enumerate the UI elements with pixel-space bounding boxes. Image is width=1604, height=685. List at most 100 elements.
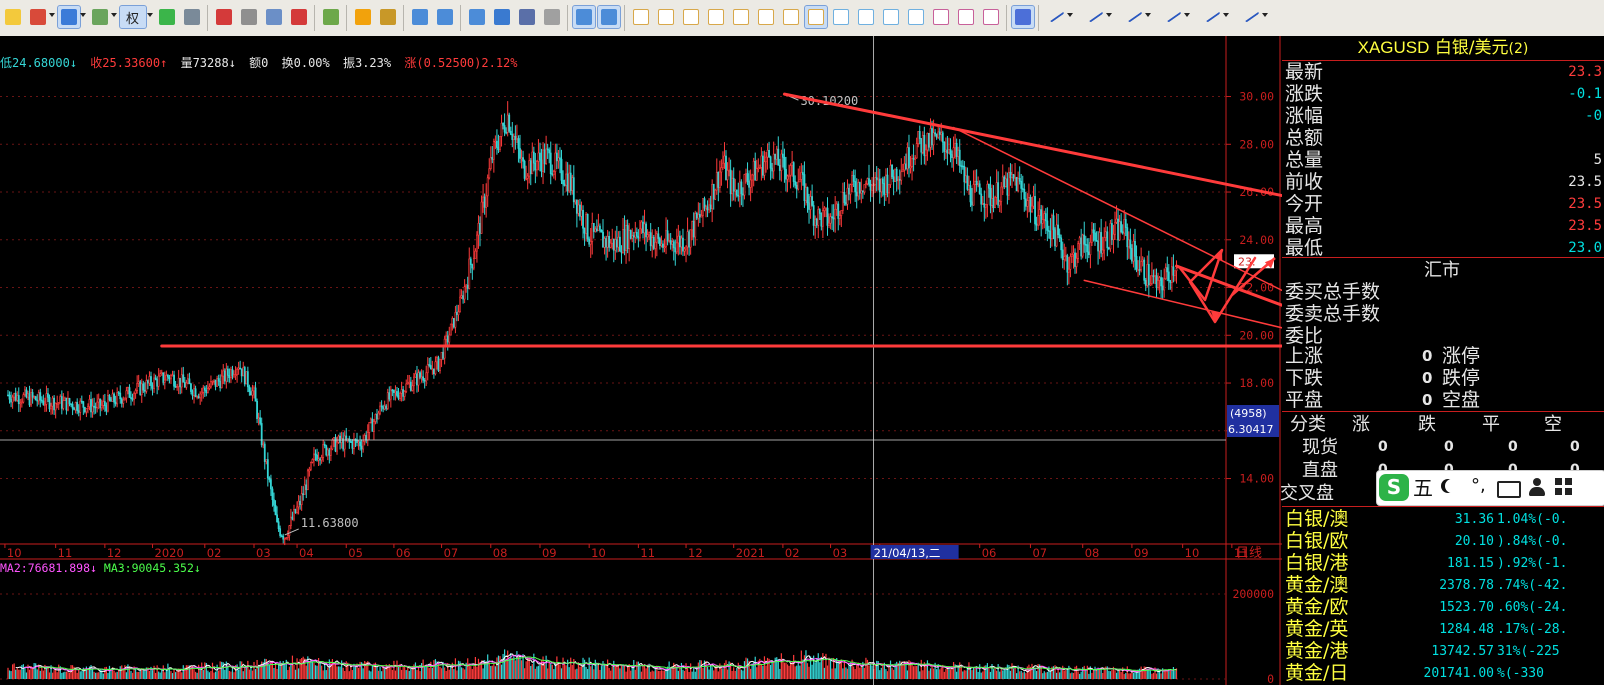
period-4hour-icon[interactable] [780,6,802,28]
candle-body [1028,197,1030,202]
related-quote-row[interactable]: 黄金/澳 2378.78.74%(-42. [1282,574,1604,597]
dropdown-arrow-icon[interactable] [1262,13,1268,17]
punctuation-icon[interactable]: °, [1471,475,1486,496]
period-nsec-icon[interactable] [980,6,1002,28]
volume-bar [381,671,383,679]
finance-icon[interactable] [320,6,342,28]
fan-tool-icon[interactable] [1161,5,1183,28]
candle-body [365,435,368,441]
screen-icon[interactable] [516,6,538,28]
skin-icon[interactable] [1555,478,1573,496]
period-1min-icon[interactable] [630,6,652,28]
zigzag-projection[interactable] [1179,248,1276,324]
volume-bar [591,663,593,679]
channel-tool-icon[interactable] [1239,5,1261,28]
alert-icon[interactable] [288,6,310,28]
price-chart[interactable]: 30.0028.0026.0024.0022.0020.0018.0016.00… [0,36,1604,685]
dropdown-arrow-icon[interactable] [1145,13,1151,17]
crosshair-icon[interactable] [57,5,81,29]
keyboard-icon[interactable] [1497,481,1521,498]
candle-body [742,193,744,196]
volume-bar [976,666,978,679]
related-quote-row[interactable]: 白银/欧 20.10).84%(-0. [1282,530,1604,553]
candle-body [579,204,581,217]
period-30min-icon[interactable] [705,6,727,28]
volume-bar [85,666,88,679]
warning-icon[interactable] [352,6,374,28]
quan-icon[interactable]: 权 [119,5,147,29]
period-nmin-icon[interactable] [955,6,977,28]
candle-body [289,516,292,526]
period-week-icon[interactable] [830,6,852,28]
sogou-logo-icon[interactable]: S [1379,474,1409,501]
folder-icon[interactable] [2,6,24,28]
dropdown-arrow-icon[interactable] [1106,13,1112,17]
candle-body [714,189,717,200]
chart-a-icon[interactable] [572,5,596,29]
user-icon[interactable] [1529,478,1545,496]
stock-remove-icon[interactable] [181,6,203,28]
dropdown-arrow-icon[interactable] [1184,13,1190,17]
line-tool-icon[interactable] [1044,5,1066,28]
candle-body [177,377,180,387]
dropdown-arrow-icon[interactable] [80,13,86,17]
period-nday-icon[interactable] [930,6,952,28]
settings-icon[interactable] [377,6,399,28]
related-quote-row[interactable]: 黄金/英 1284.48.17%(-28. [1282,618,1604,641]
period-5min-icon[interactable] [655,6,677,28]
volume-bar [1131,671,1133,679]
candle-body [456,312,458,316]
gann-tool-icon[interactable] [1200,5,1222,28]
related-quote-row[interactable]: 黄金/欧 1523.70.60%(-24. [1282,596,1604,619]
arrowhead [1211,311,1220,322]
volume-bar [814,662,816,679]
dropdown-arrow-icon[interactable] [49,13,55,17]
small-chart-icon[interactable] [466,6,488,28]
candle-body [821,210,824,227]
copy-icon[interactable] [238,6,260,28]
layout-icon[interactable] [27,6,49,28]
period-120min-icon[interactable] [755,6,777,28]
period-month-icon[interactable] [855,6,877,28]
volume-bar [459,661,461,679]
stock-compare-icon[interactable] [156,6,178,28]
draw-toggle-icon[interactable] [1011,5,1035,29]
fib-icon[interactable] [263,6,285,28]
related-quote-row[interactable]: 黄金/日 201741.00 %(-330 [1282,662,1604,685]
chart-b-icon[interactable] [597,5,621,29]
dropdown-arrow-icon[interactable] [111,13,117,17]
grid-icon[interactable] [409,6,431,28]
list-icon[interactable] [213,6,235,28]
period-year-icon[interactable] [905,6,927,28]
cursor-value-box [1227,405,1279,437]
volume-bar [679,667,681,679]
moon-icon[interactable] [1445,479,1459,493]
period-day-icon[interactable] [804,5,828,29]
split-icon[interactable] [491,6,513,28]
dropdown-arrow-icon[interactable] [147,13,153,17]
candle-body [920,138,923,153]
volume-bar [151,670,154,679]
ime-toolbar[interactable]: S 五 °, [1376,470,1604,506]
dropdown-arrow-icon[interactable] [1067,13,1073,17]
period-60min-icon[interactable] [730,6,752,28]
volume-bar [139,668,141,679]
bars-tool-icon[interactable] [1122,5,1144,28]
table-icon[interactable] [434,6,456,28]
period-15min-icon[interactable] [680,6,702,28]
window-icon[interactable] [541,6,563,28]
volume-bar [1083,665,1085,679]
candle-body [140,383,143,395]
ime-mode-label[interactable]: 五 [1413,476,1433,500]
dropdown-arrow-icon[interactable] [1223,13,1229,17]
related-quote-row[interactable]: 白银/澳 31.36 1.04%(-0. [1282,508,1604,531]
period-quarter-icon[interactable] [880,6,902,28]
related-quote-row[interactable]: 白银/港 181.15).92%(-1. [1282,552,1604,575]
volume-bar [988,668,990,679]
related-quote-row[interactable]: 黄金/港 13742.57 31%(-225 [1282,640,1604,663]
volume-bar [628,663,630,679]
candle-body [878,178,881,193]
fib-tool-icon[interactable] [1083,5,1105,28]
ruler-icon[interactable] [89,6,111,28]
volume-bar [388,664,390,679]
